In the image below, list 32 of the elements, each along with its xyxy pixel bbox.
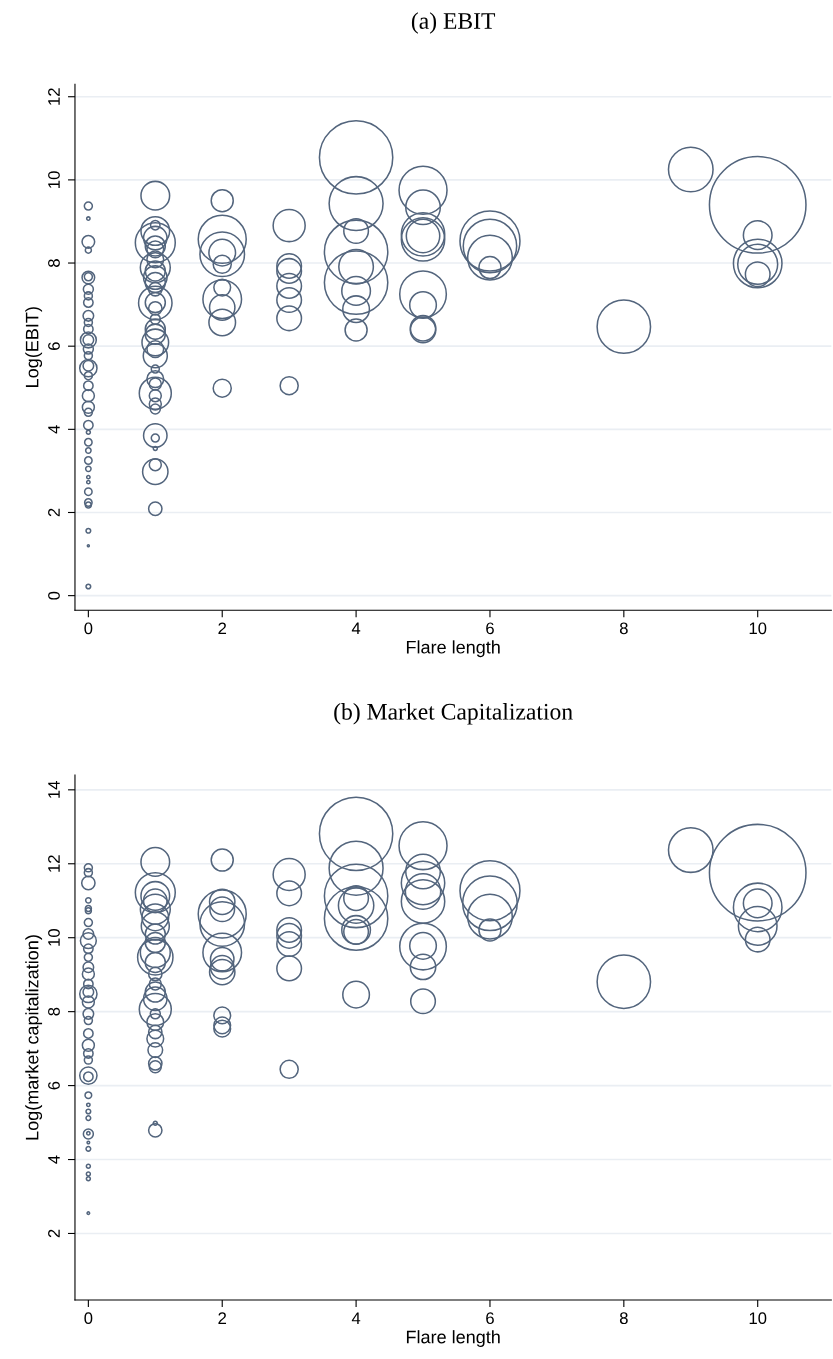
chart-title: (b) Market Capitalization — [334, 703, 573, 725]
chart-title: (a) EBIT — [411, 12, 496, 34]
x-tick-label: 8 — [619, 1312, 628, 1325]
x-axis-title: Flare length — [406, 1330, 500, 1347]
x-axis-title: Flare length — [406, 640, 500, 658]
y-tick-label: 0 — [48, 591, 60, 600]
y-axis-title: Log(EBIT) — [25, 307, 43, 387]
y-tick-label: 10 — [48, 929, 60, 946]
x-tick-label: 4 — [351, 622, 361, 635]
y-tick-label: 6 — [48, 1081, 60, 1090]
x-tick-label: 10 — [749, 622, 767, 635]
x-tick-label: 2 — [218, 1312, 227, 1324]
y-tick-label: 2 — [48, 1229, 60, 1238]
x-tick-label: 8 — [619, 622, 628, 635]
y-tick-label: 8 — [48, 1007, 60, 1016]
y-tick-label: 8 — [48, 259, 60, 267]
x-tick-label: 6 — [486, 1312, 494, 1325]
x-tick-label: 6 — [486, 622, 494, 635]
x-tick-label: 2 — [218, 622, 227, 635]
y-axis-title: Log(market capitalization) — [25, 935, 43, 1140]
x-tick-label: 10 — [749, 1312, 767, 1325]
y-tick-label: 4 — [48, 425, 60, 434]
y-tick-label: 12 — [48, 855, 60, 872]
y-tick-label: 2 — [48, 508, 60, 517]
y-tick-label: 14 — [48, 781, 60, 798]
y-tick-label: 10 — [48, 171, 60, 188]
y-tick-label: 4 — [48, 1155, 60, 1164]
y-tick-label: 6 — [48, 342, 60, 350]
y-tick-label: 12 — [48, 88, 60, 105]
x-tick-label: 0 — [84, 622, 93, 635]
x-tick-label: 4 — [351, 1312, 361, 1324]
x-tick-label: 0 — [84, 1312, 93, 1325]
